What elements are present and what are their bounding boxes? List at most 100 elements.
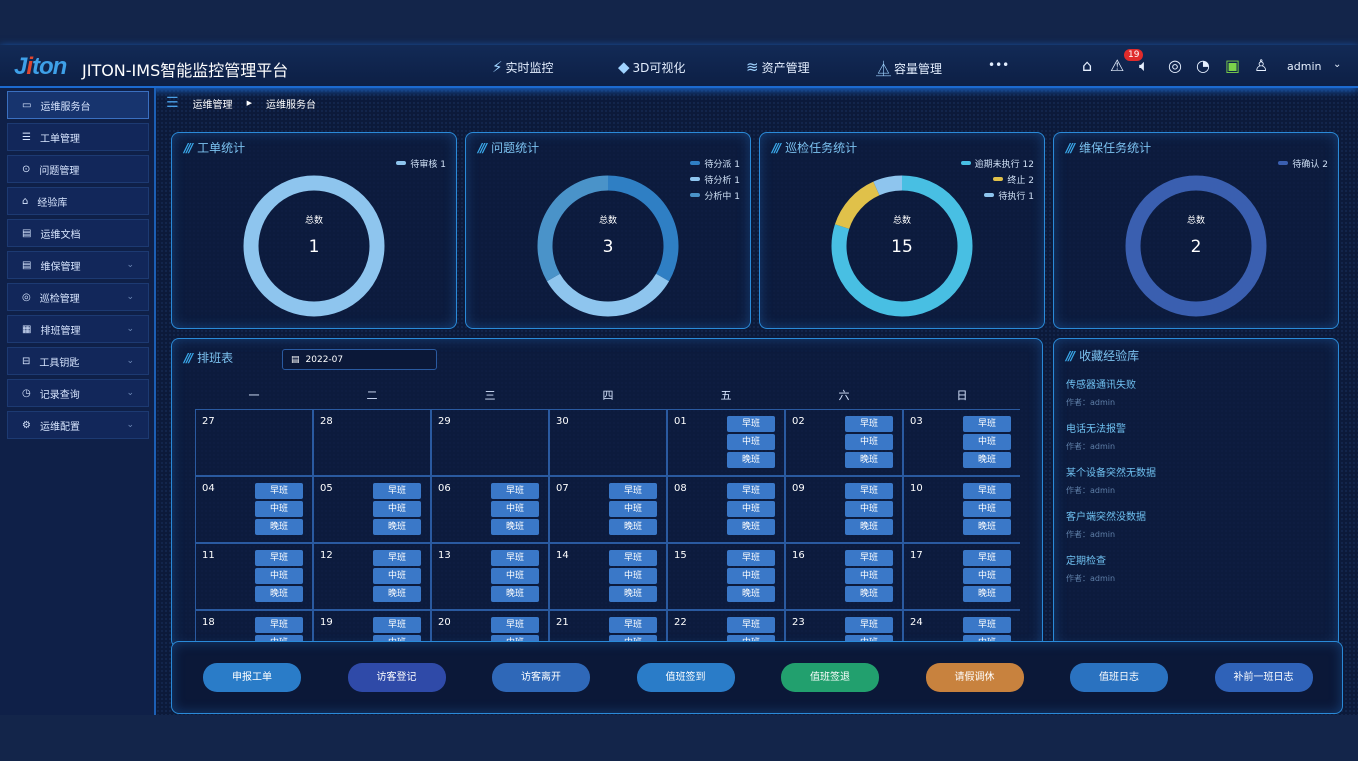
month-picker[interactable]: ▤ 2022-07 bbox=[282, 349, 437, 370]
calendar-day[interactable]: 17 早班 中班 晚班 bbox=[903, 543, 1020, 610]
user-name[interactable]: admin bbox=[1287, 60, 1322, 73]
sidebar-item-2[interactable]: ⊙ 问题管理 bbox=[7, 155, 149, 183]
nav-3d-visualization[interactable]: ◆ 3D可视化 bbox=[618, 58, 686, 76]
calendar-day[interactable]: 28 bbox=[313, 409, 431, 476]
calendar-day[interactable]: 29 bbox=[431, 409, 549, 476]
shift-button[interactable]: 中班 bbox=[609, 635, 657, 641]
shift-button[interactable]: 早班 bbox=[373, 483, 421, 499]
shift-button[interactable]: 中班 bbox=[727, 501, 775, 517]
calendar-day[interactable]: 08 早班 中班 晚班 bbox=[667, 476, 785, 543]
donut-segment[interactable] bbox=[834, 181, 880, 230]
shift-button[interactable]: 中班 bbox=[963, 568, 1011, 584]
shift-button[interactable]: 早班 bbox=[255, 617, 303, 633]
sidebar-item-1[interactable]: ☰ 工单管理 bbox=[7, 123, 149, 151]
shift-button[interactable]: 早班 bbox=[845, 416, 893, 432]
menu-toggle-icon[interactable]: ☰ bbox=[166, 95, 179, 111]
action-button-4[interactable]: 值班签退 bbox=[781, 663, 879, 692]
calendar-day[interactable]: 18早班中班晚班 bbox=[195, 610, 313, 641]
experience-item[interactable]: 传感器通讯失败 作者：admin bbox=[1066, 380, 1136, 407]
calendar-day[interactable]: 11 早班 中班 晚班 bbox=[195, 543, 313, 610]
shift-button[interactable]: 中班 bbox=[373, 568, 421, 584]
shift-button[interactable]: 早班 bbox=[963, 483, 1011, 499]
chevron-down-icon[interactable]: ⌄ bbox=[1333, 59, 1342, 70]
shift-button[interactable]: 晚班 bbox=[963, 452, 1011, 468]
sidebar-item-6[interactable]: ◎ 巡检管理 ⌄ bbox=[7, 283, 149, 311]
calendar-day[interactable]: 16 早班 中班 晚班 bbox=[785, 543, 903, 610]
calendar-day[interactable]: 20早班中班晚班 bbox=[431, 610, 549, 641]
calendar-day[interactable]: 06 早班 中班 晚班 bbox=[431, 476, 549, 543]
shift-button[interactable]: 早班 bbox=[491, 550, 539, 566]
donut-segment[interactable] bbox=[537, 175, 609, 282]
action-button-7[interactable]: 补前一班日志 bbox=[1214, 663, 1313, 692]
shift-button[interactable]: 早班 bbox=[845, 483, 893, 499]
legend-item[interactable]: 逾期未执行 12 bbox=[960, 155, 1034, 171]
shift-button[interactable]: 早班 bbox=[491, 617, 539, 633]
shift-button[interactable]: 早班 bbox=[373, 617, 421, 633]
shift-button[interactable]: 早班 bbox=[727, 617, 775, 633]
donut-segment[interactable] bbox=[1125, 175, 1267, 317]
shift-button[interactable]: 中班 bbox=[491, 635, 539, 641]
shift-button[interactable]: 晚班 bbox=[845, 586, 893, 602]
shift-button[interactable]: 早班 bbox=[727, 416, 775, 432]
calendar-day[interactable]: 23早班中班晚班 bbox=[785, 610, 903, 641]
shift-button[interactable]: 晚班 bbox=[727, 586, 775, 602]
shift-button[interactable]: 早班 bbox=[727, 550, 775, 566]
calendar-day[interactable]: 14 早班 中班 晚班 bbox=[549, 543, 667, 610]
shift-button[interactable]: 早班 bbox=[727, 483, 775, 499]
refresh-icon[interactable]: ◎ bbox=[1168, 56, 1182, 75]
shift-button[interactable]: 早班 bbox=[255, 550, 303, 566]
shift-button[interactable]: 中班 bbox=[373, 501, 421, 517]
shift-button[interactable]: 早班 bbox=[609, 617, 657, 633]
shift-button[interactable]: 中班 bbox=[963, 635, 1011, 641]
calendar-day[interactable]: 24早班中班晚班 bbox=[903, 610, 1020, 641]
donut-segment[interactable] bbox=[831, 175, 973, 317]
donut-segment[interactable] bbox=[546, 273, 670, 317]
shift-button[interactable]: 晚班 bbox=[727, 452, 775, 468]
shift-button[interactable]: 晚班 bbox=[491, 519, 539, 535]
shift-button[interactable]: 晚班 bbox=[727, 519, 775, 535]
shift-button[interactable]: 晚班 bbox=[255, 519, 303, 535]
screen-icon[interactable]: ▣ bbox=[1225, 56, 1241, 75]
sidebar-item-4[interactable]: ▤ 运维文档 bbox=[7, 219, 149, 247]
legend-item[interactable]: 待分派 1 bbox=[690, 155, 740, 171]
donut-segment[interactable] bbox=[873, 175, 903, 196]
experience-item[interactable]: 定期检查 作者：admin bbox=[1066, 556, 1116, 583]
donut-segment[interactable] bbox=[607, 175, 679, 282]
calendar-day[interactable]: 03 早班 中班 晚班 bbox=[903, 409, 1020, 476]
calendar-day[interactable]: 21早班中班晚班 bbox=[549, 610, 667, 641]
shift-button[interactable]: 晚班 bbox=[609, 519, 657, 535]
calendar-day[interactable]: 27 bbox=[195, 409, 313, 476]
nav-asset-management[interactable]: ≋ 资产管理 bbox=[746, 58, 810, 76]
shift-button[interactable]: 中班 bbox=[963, 501, 1011, 517]
gauge-icon[interactable]: ◔ bbox=[1196, 56, 1210, 75]
legend-item[interactable]: 待确认 2 bbox=[1278, 155, 1328, 171]
shift-button[interactable]: 中班 bbox=[255, 635, 303, 641]
calendar-day[interactable]: 02 早班 中班 晚班 bbox=[785, 409, 903, 476]
shift-button[interactable]: 中班 bbox=[963, 434, 1011, 450]
legend-item[interactable]: 终止 2 bbox=[961, 171, 1034, 187]
shift-button[interactable]: 晚班 bbox=[609, 586, 657, 602]
calendar-day[interactable]: 10 早班 中班 晚班 bbox=[903, 476, 1020, 543]
sidebar-item-9[interactable]: ◷ 记录查询 ⌄ bbox=[7, 379, 149, 407]
shift-button[interactable]: 晚班 bbox=[845, 519, 893, 535]
shift-button[interactable]: 中班 bbox=[255, 501, 303, 517]
shift-button[interactable]: 早班 bbox=[255, 483, 303, 499]
shift-button[interactable]: 中班 bbox=[609, 501, 657, 517]
action-button-1[interactable]: 访客登记 bbox=[347, 663, 446, 692]
action-button-5[interactable]: 请假调休 bbox=[925, 663, 1024, 692]
alert-icon[interactable]: ⚠ bbox=[1110, 56, 1125, 75]
action-button-6[interactable]: 值班日志 bbox=[1070, 663, 1168, 692]
home-icon[interactable]: ⌂ bbox=[1082, 56, 1093, 75]
shift-button[interactable]: 早班 bbox=[609, 550, 657, 566]
more-menu-button[interactable]: ••• bbox=[988, 58, 1010, 72]
shift-button[interactable]: 中班 bbox=[609, 568, 657, 584]
shift-button[interactable]: 中班 bbox=[727, 434, 775, 450]
nav-capacity-management[interactable]: ⏅ 容量管理 bbox=[876, 60, 943, 78]
action-button-0[interactable]: 申报工单 bbox=[203, 663, 301, 692]
calendar-day[interactable]: 13 早班 中班 晚班 bbox=[431, 543, 549, 610]
sidebar-item-3[interactable]: ⌂ 经验库 bbox=[7, 187, 149, 215]
shift-button[interactable]: 晚班 bbox=[255, 586, 303, 602]
shift-button[interactable]: 早班 bbox=[963, 416, 1011, 432]
calendar-day[interactable]: 19早班中班晚班 bbox=[313, 610, 431, 641]
shift-button[interactable]: 中班 bbox=[491, 568, 539, 584]
